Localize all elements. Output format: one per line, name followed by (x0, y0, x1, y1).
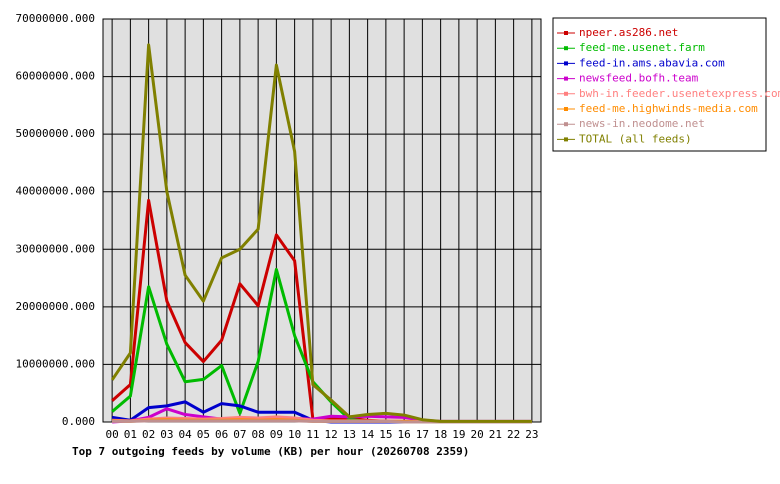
x-tick-label: 03 (160, 428, 173, 441)
y-tick-label: 50000000.000 (16, 127, 95, 140)
legend-marker (564, 61, 568, 66)
x-tick-label: 23 (525, 428, 538, 441)
legend-marker (564, 76, 568, 81)
y-tick-label: 30000000.000 (16, 242, 95, 255)
x-tick-label: 22 (507, 428, 520, 441)
plot-area (103, 19, 541, 422)
legend-label: news-in.neodome.net (579, 117, 705, 130)
x-tick-label: 00 (106, 428, 119, 441)
legend-marker (564, 107, 568, 111)
legend-label: feed-me.usenet.farm (579, 41, 705, 54)
x-tick-label: 06 (215, 428, 228, 441)
x-tick-label: 09 (270, 428, 283, 441)
legend-box (552, 17, 767, 152)
legend-label: feed-me.highwinds-media.com (579, 102, 758, 115)
y-tick-label: 60000000.000 (16, 70, 95, 83)
chart-title: Top 7 outgoing feeds by volume (KB) per … (72, 445, 469, 458)
x-tick-label: 02 (142, 428, 155, 441)
y-tick-label: 10000000.000 (16, 357, 95, 370)
x-tick-label: 18 (434, 428, 447, 441)
legend-label: feed-in.ams.abavia.com (579, 56, 725, 69)
legend-label: TOTAL (all feeds) (579, 132, 692, 145)
legend-marker (564, 91, 568, 96)
x-tick-label: 16 (398, 428, 411, 441)
y-tick-label: 20000000.000 (16, 300, 95, 313)
x-tick-label: 10 (288, 428, 301, 441)
x-tick-label: 05 (197, 428, 210, 441)
legend-label: newsfeed.bofh.team (579, 72, 699, 85)
x-tick-label: 19 (452, 428, 465, 441)
x-tick-label: 08 (252, 428, 265, 441)
x-tick-label: 04 (179, 428, 193, 441)
legend-marker (564, 31, 568, 35)
y-tick-label: 40000000.000 (16, 185, 95, 198)
x-tick-label: 01 (124, 428, 137, 441)
series-line (110, 43, 532, 423)
x-tick-label: 07 (233, 428, 246, 441)
legend-label: npeer.as286.net (579, 26, 678, 39)
y-tick-label: 70000000.000 (16, 12, 95, 25)
y-tick-label: 0.000 (62, 415, 95, 428)
legend-marker (564, 122, 568, 127)
x-tick-label: 17 (416, 428, 429, 441)
legend-marker (564, 46, 568, 51)
legend-label: bwh-in.feeder.usenetexpress.com (579, 87, 780, 100)
x-tick-label: 12 (325, 428, 338, 441)
x-tick-label: 14 (361, 428, 375, 441)
x-tick-label: 13 (343, 428, 356, 441)
x-tick-label: 20 (471, 428, 484, 441)
x-tick-label: 15 (379, 428, 392, 441)
x-tick-label: 21 (489, 428, 502, 441)
legend-marker (564, 137, 568, 142)
x-tick-label: 11 (306, 428, 319, 441)
